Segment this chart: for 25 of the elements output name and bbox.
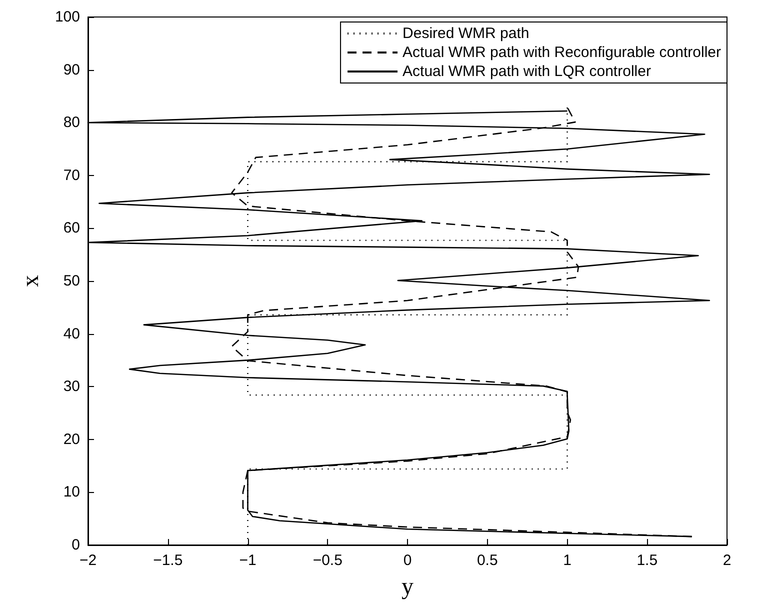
- x-tick-label: 1: [563, 552, 572, 569]
- y-tick-label: 70: [63, 166, 80, 184]
- x-axis-title: y: [402, 574, 414, 600]
- x-tick-label: 0: [403, 552, 412, 569]
- legend-label: Actual WMR path with LQR controller: [402, 63, 651, 80]
- x-tick-label: −0.5: [312, 552, 342, 569]
- y-tick-label: 20: [63, 430, 80, 448]
- y-axis-title: x: [18, 275, 44, 287]
- y-tick-label: 80: [63, 114, 80, 132]
- x-tick-label: 0.5: [476, 552, 498, 569]
- y-tick-label: 60: [63, 220, 80, 237]
- legend-label: Desired WMR path: [402, 25, 530, 42]
- x-tick-label: −1.5: [153, 552, 183, 569]
- y-tick-label: 0: [72, 536, 80, 554]
- y-tick-label: 90: [63, 61, 80, 78]
- y-tick-label: 10: [63, 484, 80, 501]
- y-tick-label: 50: [63, 272, 80, 290]
- x-tick-label: −1: [239, 552, 256, 569]
- x-tick-label: −2: [79, 552, 97, 569]
- x-tick-label: 1.5: [636, 552, 658, 569]
- y-tick-label: 100: [54, 8, 80, 26]
- y-tick-label: 30: [63, 378, 80, 396]
- legend-label: Actual WMR path with Reconfigurable controller: [402, 44, 722, 61]
- y-tick-label: 40: [63, 325, 80, 342]
- x-tick-label: 2: [722, 552, 732, 569]
